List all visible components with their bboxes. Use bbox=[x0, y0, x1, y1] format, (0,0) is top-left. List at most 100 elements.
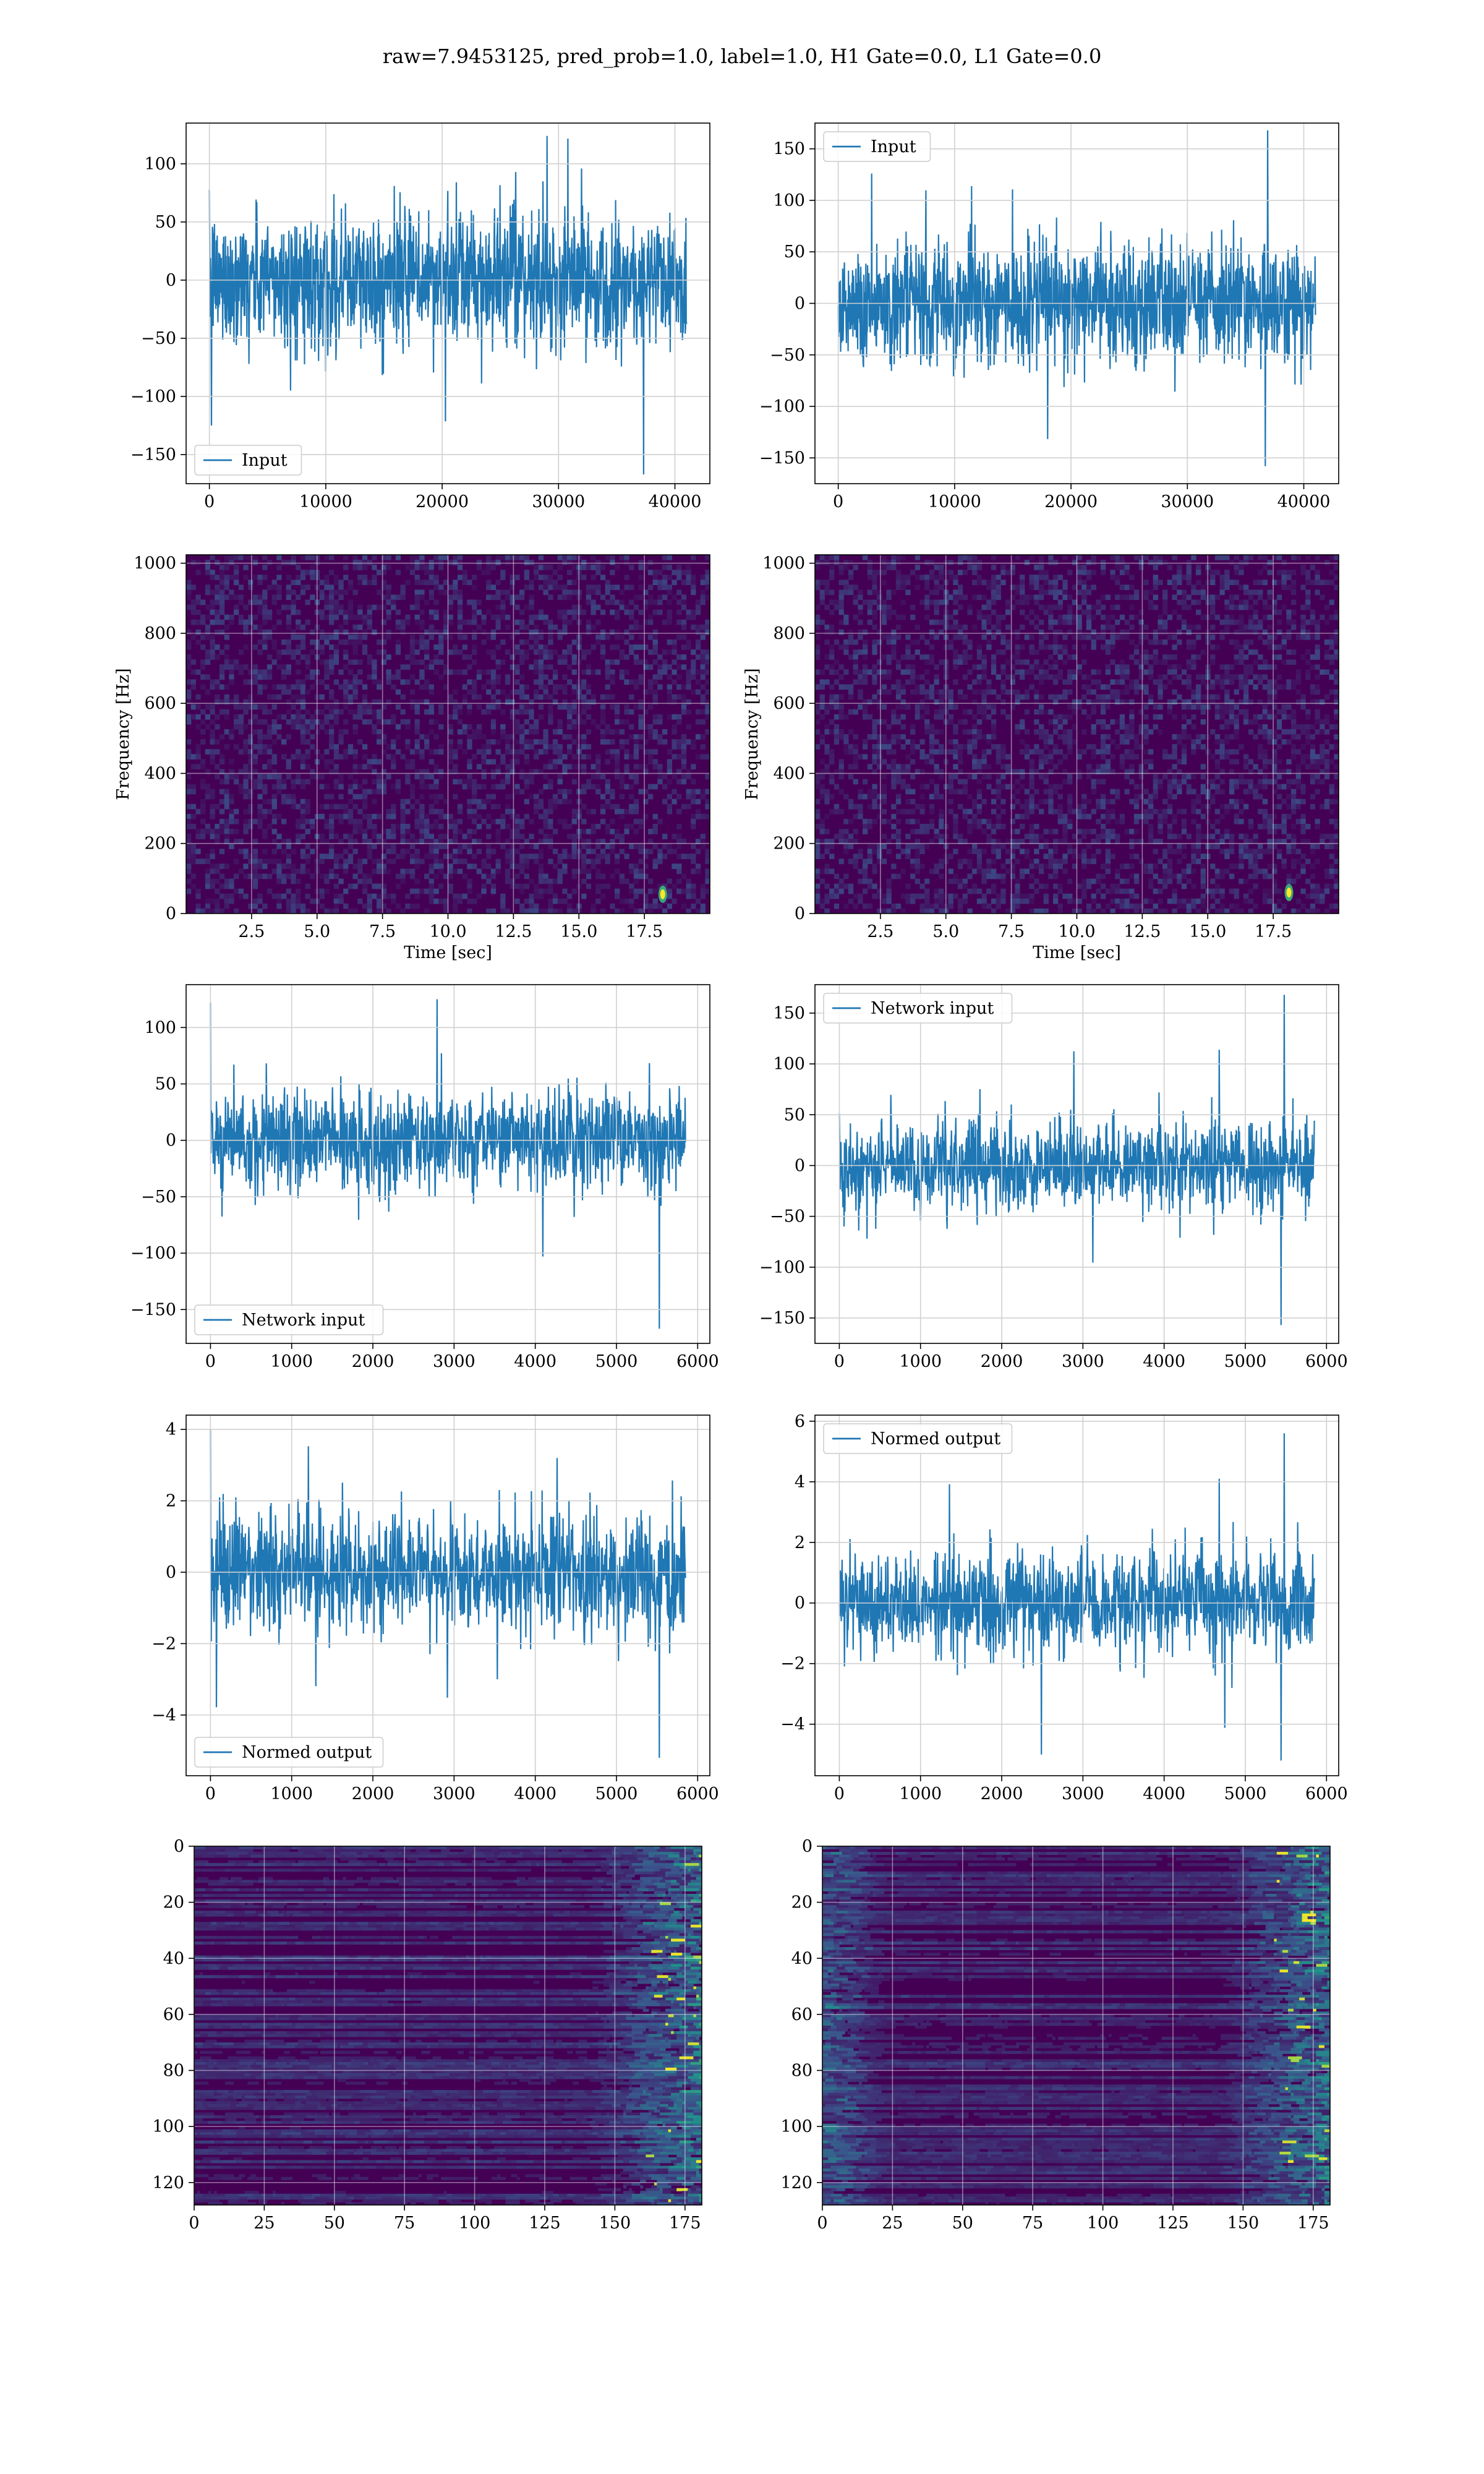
spectrogram-cell bbox=[352, 684, 358, 690]
spectrogram-cell bbox=[395, 649, 401, 655]
spectrogram-cell bbox=[595, 789, 601, 795]
spectrogram-cell bbox=[610, 669, 615, 675]
spectrogram-cell bbox=[424, 599, 430, 606]
spectrogram-cell bbox=[453, 839, 458, 844]
l1-input-grid bbox=[815, 123, 1339, 484]
spectrogram-cell bbox=[900, 699, 906, 705]
spectrogram-cell bbox=[524, 898, 529, 904]
spectrogram-cell bbox=[476, 839, 482, 844]
spectrogram-cell bbox=[481, 684, 487, 690]
spectrogram-cell bbox=[348, 580, 354, 585]
h1-spectrogram-grid bbox=[186, 555, 710, 914]
spectrogram-cell bbox=[405, 798, 411, 805]
spectrogram-cell bbox=[1029, 764, 1034, 769]
spectrogram-cell bbox=[462, 724, 467, 730]
spectrogram-cell bbox=[419, 818, 425, 824]
spectrogram-cell bbox=[863, 858, 868, 865]
spectrogram-cell bbox=[505, 858, 511, 865]
spectrogram-cell bbox=[652, 679, 658, 685]
spectrogram-cell bbox=[1010, 908, 1015, 914]
spectrogram-cell bbox=[672, 659, 677, 665]
spectrogram-cell bbox=[576, 575, 582, 580]
spectrogram-cell bbox=[186, 604, 192, 610]
spectrogram-cell bbox=[858, 674, 863, 680]
spectrogram-cell bbox=[819, 734, 825, 740]
spectrogram-cell bbox=[367, 844, 372, 849]
spectrogram-cell bbox=[615, 709, 620, 715]
spectrogram-cell bbox=[834, 694, 840, 700]
spectrogram-cell bbox=[562, 589, 568, 596]
spectrogram-cell bbox=[395, 883, 401, 889]
spectrogram-cell bbox=[996, 614, 1001, 620]
spectrogram-cell bbox=[481, 774, 487, 780]
spectrogram-cell bbox=[186, 839, 192, 844]
spectrogram-cell bbox=[291, 694, 296, 700]
spectrogram-cell bbox=[448, 813, 453, 820]
spectrogram-cell bbox=[500, 609, 506, 615]
spectrogram-cell bbox=[543, 749, 548, 755]
spectrogram-cell bbox=[1015, 813, 1020, 820]
spectrogram-cell bbox=[676, 854, 682, 859]
spectrogram-cell bbox=[1024, 599, 1030, 606]
spectrogram-cell bbox=[495, 619, 501, 625]
spectrogram-cell bbox=[600, 883, 606, 889]
spectrogram-cell bbox=[490, 694, 497, 700]
spectrogram-cell bbox=[329, 570, 335, 575]
spectrogram-cell bbox=[934, 589, 939, 596]
h1-input-panel: 0 10000 20000 30000 40000−150−100−50050100In… bbox=[130, 122, 710, 511]
spectrogram-cell bbox=[486, 709, 492, 715]
spectrogram-cell bbox=[300, 575, 306, 580]
spectrogram-cell bbox=[819, 898, 825, 904]
spectrogram-cell bbox=[686, 684, 691, 690]
spectrogram-cell bbox=[424, 824, 430, 829]
spectrogram-cell bbox=[224, 789, 229, 795]
spectrogram-cell bbox=[286, 589, 291, 596]
spectrogram-cell bbox=[414, 604, 420, 610]
spectrogram-cell bbox=[576, 734, 582, 740]
spectrogram-cell bbox=[967, 873, 973, 880]
spectrogram-cell bbox=[829, 694, 835, 700]
spectrogram-cell bbox=[538, 614, 544, 620]
spectrogram-cell bbox=[576, 789, 582, 795]
spectrogram-cell bbox=[210, 684, 215, 690]
spectrogram-cell bbox=[367, 604, 372, 610]
spectrogram-cell bbox=[291, 908, 296, 914]
spectrogram-cell bbox=[314, 868, 320, 875]
spectrogram-cell bbox=[877, 794, 882, 800]
spectrogram-cell bbox=[667, 684, 672, 690]
spectrogram-cell bbox=[238, 669, 244, 675]
spectrogram-cell bbox=[438, 674, 444, 680]
spectrogram-cell bbox=[543, 873, 548, 880]
spectrogram-cell bbox=[991, 609, 997, 615]
spectrogram-cell bbox=[948, 560, 953, 565]
spectrogram-cell bbox=[224, 664, 229, 670]
spectrogram-cell bbox=[633, 684, 639, 690]
spectrogram-cell bbox=[200, 709, 206, 715]
spectrogram-cell bbox=[676, 674, 682, 680]
spectrogram-cell bbox=[352, 724, 358, 730]
spectrogram-cell bbox=[672, 669, 677, 675]
spectrogram-cell bbox=[262, 639, 268, 645]
spectrogram-cell bbox=[848, 834, 854, 839]
spectrogram-cell bbox=[834, 803, 840, 810]
spectrogram-cell bbox=[505, 854, 511, 859]
spectrogram-cell bbox=[205, 898, 211, 904]
spectrogram-cell bbox=[662, 555, 668, 560]
y-tick-label: −150 bbox=[130, 445, 176, 464]
spectrogram-cell bbox=[357, 898, 363, 904]
spectrogram-cell bbox=[934, 679, 939, 685]
spectrogram-cell bbox=[610, 679, 615, 685]
spectrogram-cell bbox=[386, 868, 391, 875]
spectrogram-cell bbox=[400, 818, 406, 824]
spectrogram-cell bbox=[605, 669, 610, 675]
spectrogram-cell bbox=[986, 888, 992, 894]
spectrogram-cell bbox=[267, 674, 273, 680]
spectrogram-cell bbox=[267, 824, 273, 829]
spectrogram-cell bbox=[943, 694, 949, 700]
spectrogram-cell bbox=[562, 674, 568, 680]
spectrogram-cell bbox=[534, 739, 539, 745]
spectrogram-cell bbox=[195, 829, 201, 834]
spectrogram-cell bbox=[838, 829, 844, 834]
spectrogram-cell bbox=[552, 570, 558, 575]
spectrogram-cell bbox=[281, 689, 287, 695]
